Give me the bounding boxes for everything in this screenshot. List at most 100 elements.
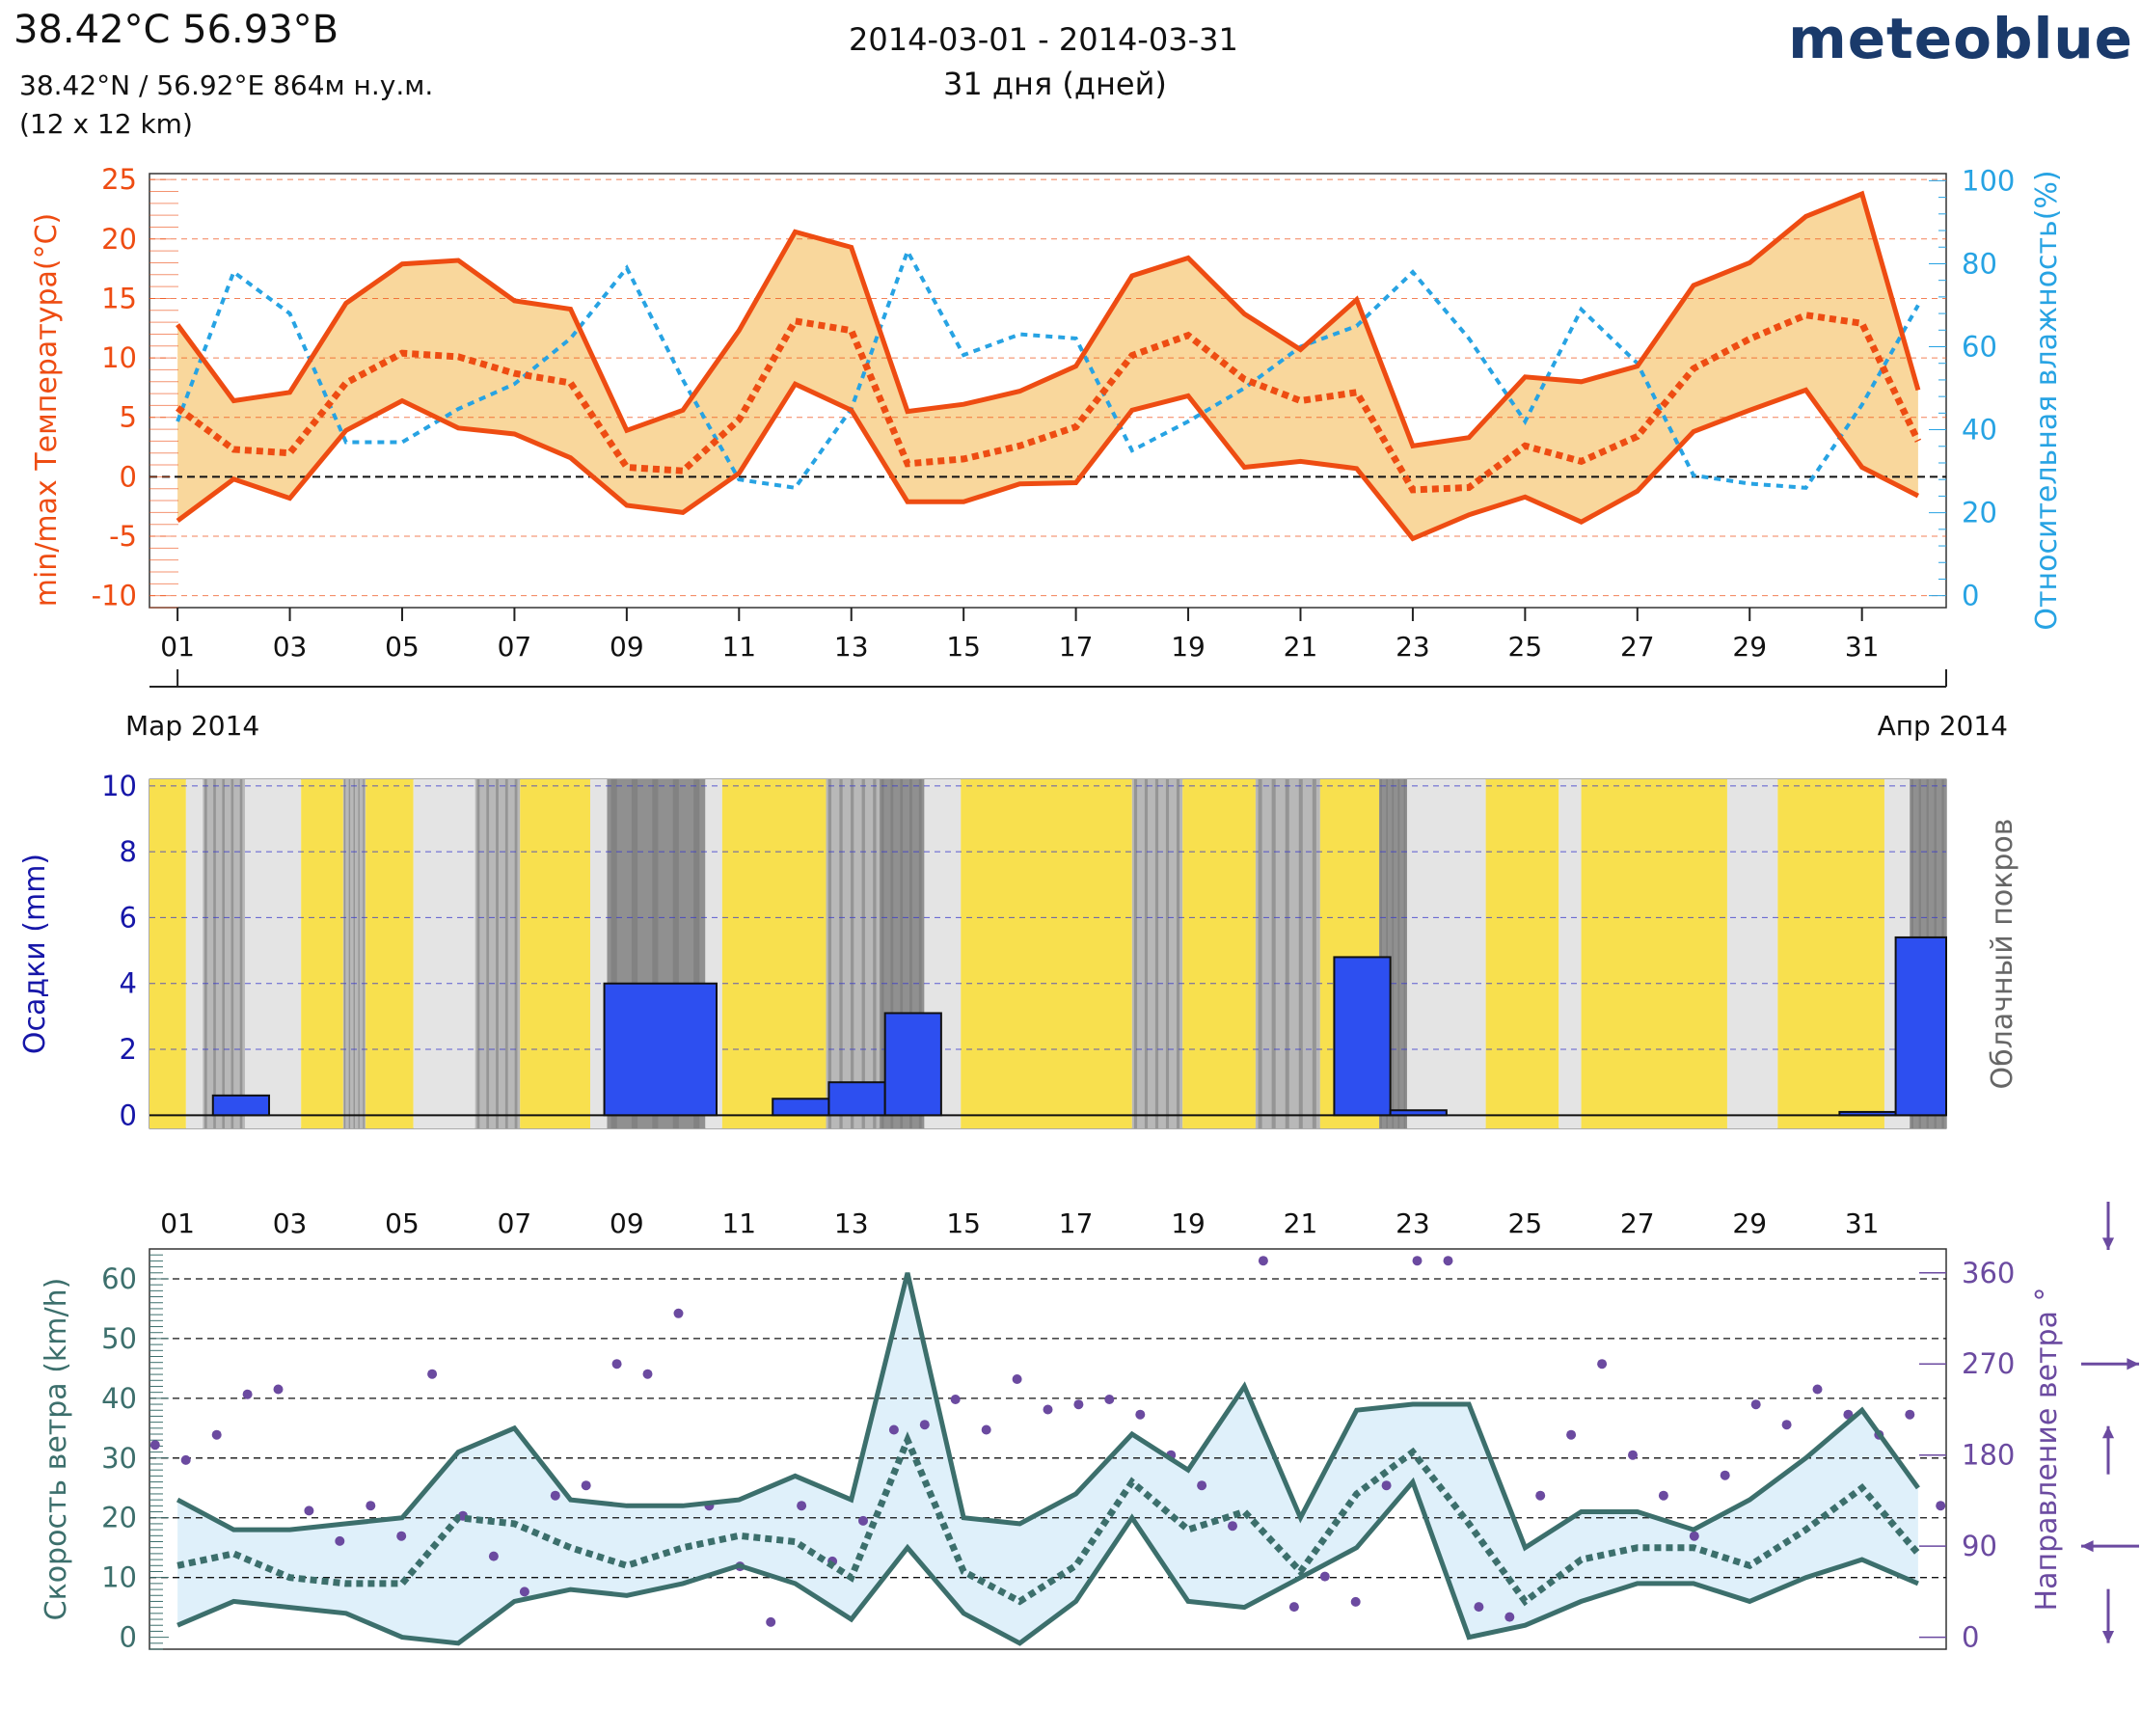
cloud-stripe [1133, 779, 1138, 1128]
humidity-tick-label: 40 [1962, 414, 1997, 447]
cloud-cover-segment [244, 779, 302, 1128]
cloud-stripe [514, 779, 518, 1128]
wind-direction-point [1288, 1602, 1299, 1613]
cloud-stripe [476, 779, 480, 1128]
temp-axis-title: min/max Температура(°C) [30, 213, 64, 608]
wind-day-label: 27 [1620, 1207, 1655, 1239]
cloud-cover-segment [413, 779, 475, 1128]
wind-day-label: 19 [1171, 1207, 1206, 1239]
wind-direction-point [1228, 1521, 1237, 1532]
meteoblue-logo: meteoblue [1788, 6, 2133, 71]
wind-tick-label: 10 [101, 1561, 137, 1594]
north-wind-arrow-icon-head [2101, 1237, 2115, 1250]
wind-direction-point [396, 1531, 407, 1541]
precip-tick-label: 2 [120, 1033, 137, 1066]
wind-direction-point [1750, 1399, 1761, 1410]
month-start-label: Мар 2014 [125, 710, 259, 742]
humidity-tick-label: 20 [1962, 497, 1997, 529]
cloud-stripe [1392, 779, 1395, 1128]
wind-day-label: 23 [1396, 1207, 1430, 1239]
humidity-tick-label: 100 [1962, 164, 2015, 197]
cloud-cover-segment [1581, 779, 1727, 1128]
wind-direction-point [1258, 1256, 1268, 1266]
wind-tick-label: 50 [101, 1322, 137, 1355]
cloud-cover-segment [1407, 779, 1486, 1128]
cloud-stripe [918, 779, 922, 1128]
wind-direction-point [519, 1587, 529, 1597]
direction-tick-label: 360 [1962, 1257, 2015, 1289]
humidity-line [176, 246, 1920, 490]
wind-direction-point [1350, 1596, 1361, 1607]
cloud-stripe [363, 779, 365, 1128]
cloud-stripe [652, 779, 659, 1128]
precip-axis-title: Осадки (mm) [18, 854, 52, 1054]
direction-axis-title: Направление ветра ° [2030, 1288, 2064, 1612]
cloud-cover-segment [1726, 779, 1778, 1128]
temp-tick-label: 5 [120, 401, 137, 434]
direction-tick-label: 0 [1962, 1621, 1979, 1654]
precip-bar [1838, 1110, 1897, 1117]
temp-min-line [176, 381, 1920, 542]
temp-range-band [177, 194, 1918, 539]
cloud-stripe [1258, 779, 1262, 1128]
grid-resolution: (12 x 12 km) [19, 108, 193, 140]
cloud-cover-segment [590, 779, 608, 1128]
precip-tick-label: 0 [120, 1099, 137, 1131]
wind-direction-point [1381, 1480, 1392, 1491]
cloud-stripe [230, 779, 234, 1128]
day-tick-label: 19 [1171, 631, 1206, 663]
wind-direction-point [1012, 1374, 1022, 1384]
day-tick-label: 31 [1845, 631, 1880, 663]
coordinates-elevation: 38.42°N / 56.92°E 864м н.у.м. [19, 69, 434, 101]
day-tick-label: 11 [721, 631, 756, 663]
wind-tick-label: 40 [101, 1382, 137, 1415]
day-tick-label: 27 [1620, 631, 1655, 663]
wind-axis-title: Скорость ветра (km/h) [40, 1278, 73, 1621]
wind-direction-point [304, 1505, 314, 1516]
wind-direction-point [1566, 1429, 1577, 1440]
wind-day-label: 07 [498, 1207, 532, 1239]
day-tick-label: 15 [946, 631, 981, 663]
wind-day-label: 05 [385, 1207, 420, 1239]
wind-direction-point [335, 1535, 345, 1546]
precip-tick-label: 4 [120, 967, 137, 1000]
cloud-cover-segment [520, 779, 591, 1128]
cloud-stripe [213, 779, 216, 1128]
cloud-stripe [881, 779, 884, 1128]
wind-direction-point [1781, 1420, 1792, 1430]
precip-bar [827, 1081, 886, 1117]
direction-tick-label: 90 [1962, 1530, 1997, 1562]
wind-direction-point [1412, 1256, 1423, 1266]
wind-day-label: 11 [721, 1207, 756, 1239]
precip-tick-label: 10 [101, 770, 137, 802]
cloud-stripe [873, 779, 877, 1128]
wind-tick-label: 30 [101, 1442, 137, 1475]
direction-tick-label: 270 [1962, 1347, 2015, 1380]
south-wind-arrow-icon-head [2101, 1425, 2115, 1439]
wind-direction-point [180, 1454, 191, 1465]
wind-direction-point [211, 1429, 222, 1440]
precip-tick-label: 8 [120, 835, 137, 868]
cloud-stripe [861, 779, 865, 1128]
wind-direction-point [366, 1501, 376, 1511]
wind-day-label: 21 [1284, 1207, 1318, 1239]
cloud-stripe [1176, 779, 1180, 1128]
wind-direction-point [642, 1369, 653, 1379]
wind-direction-point [1319, 1571, 1330, 1582]
cloud-stripe [504, 779, 508, 1128]
wind-direction-point [950, 1395, 961, 1404]
wind-direction-point [673, 1308, 684, 1318]
wind-direction-point [581, 1480, 591, 1491]
cloud-stripe [1144, 779, 1149, 1128]
cloud-stripe [693, 779, 700, 1128]
wind-direction-point [1135, 1409, 1146, 1420]
cloud-stripe [890, 779, 894, 1128]
wind-direction-point [981, 1424, 991, 1435]
humidity-tick-label: 0 [1962, 580, 1979, 612]
cloud-stripe [358, 779, 360, 1128]
wind-direction-point [1104, 1395, 1115, 1404]
cloud-stripe [909, 779, 912, 1128]
cloud-cover-segment [1485, 779, 1559, 1128]
wind-direction-point [858, 1515, 868, 1526]
